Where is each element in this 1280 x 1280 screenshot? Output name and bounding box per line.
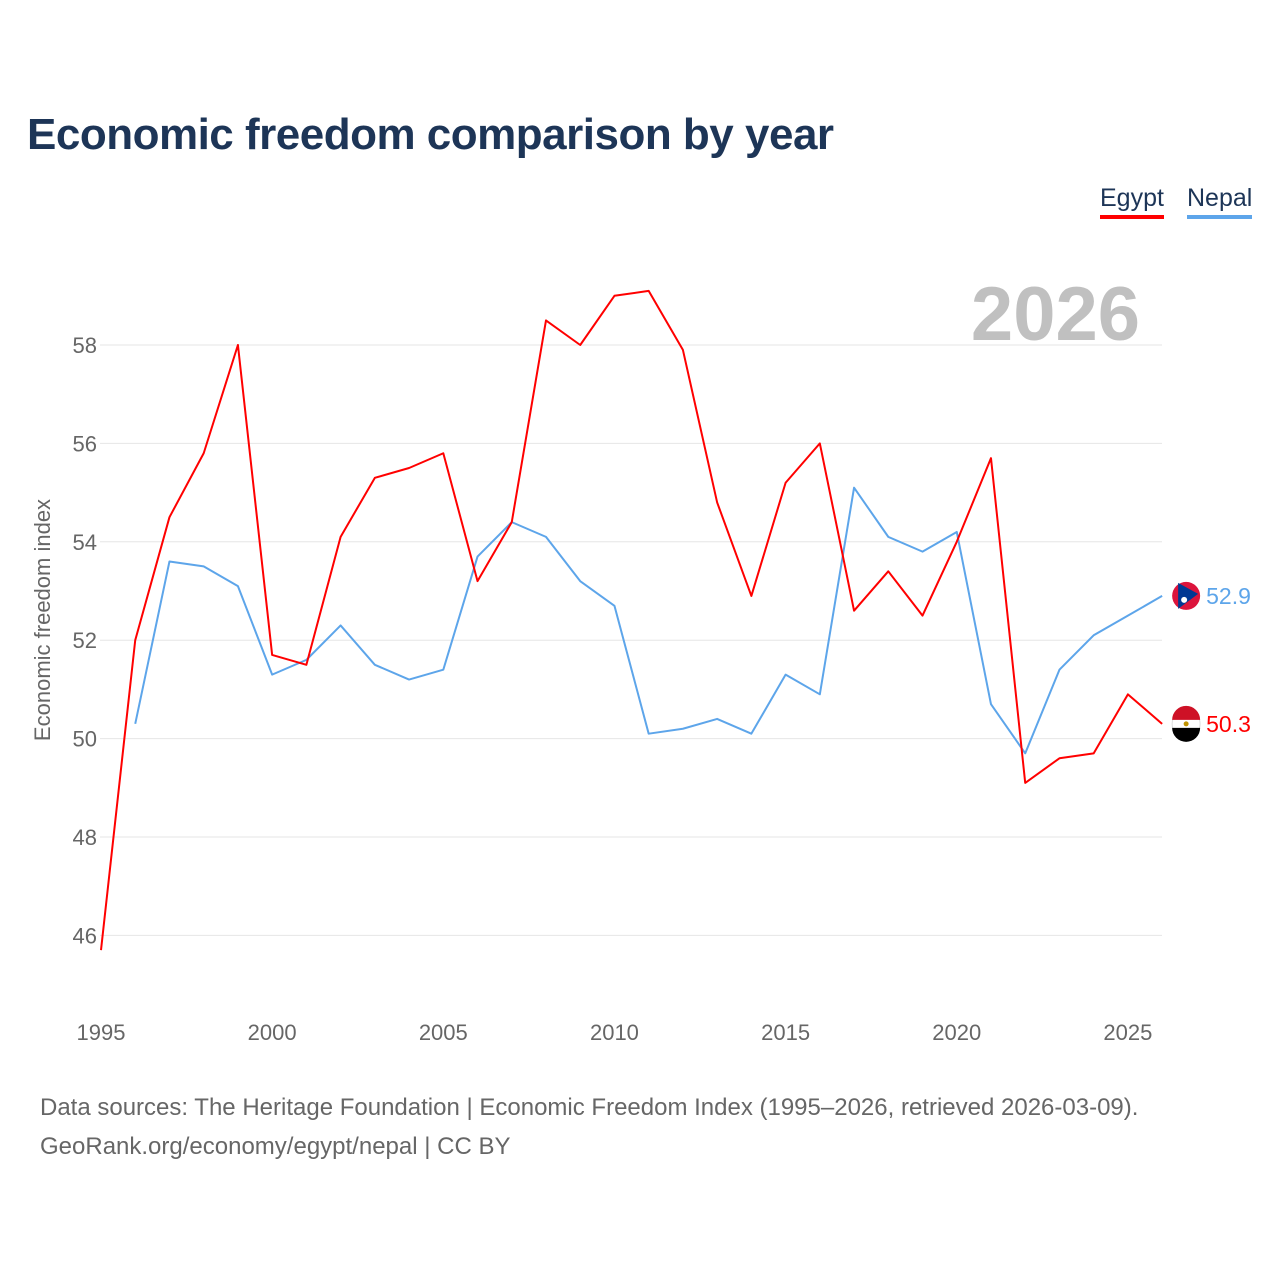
legend-nepal[interactable]: Nepal [1187, 184, 1253, 219]
year-watermark: 2026 [971, 272, 1140, 357]
y-tick-label: 58 [73, 333, 97, 358]
source-link[interactable]: GeoRank.org/economy/egypt/nepal | CC BY [40, 1133, 511, 1160]
egypt-flag-black [1172, 727, 1201, 742]
egypt-flag-eagle [1183, 721, 1189, 727]
x-tick-label: 2015 [761, 1020, 810, 1045]
x-tick-label: 2025 [1103, 1020, 1152, 1045]
y-tick-label: 54 [73, 530, 97, 555]
y-tick-label: 46 [73, 923, 97, 948]
x-tick-label: 2020 [932, 1020, 981, 1045]
x-tick-label: 2010 [590, 1020, 639, 1045]
source-text: Data sources: The Heritage Foundation | … [40, 1094, 1139, 1121]
end-label-egypt: 50.3 [1206, 711, 1251, 737]
chart-title: Economic freedom comparison by year [27, 110, 834, 159]
x-tick-label: 2005 [419, 1020, 468, 1045]
footer: Data sources: The Heritage Foundation | … [40, 1088, 1138, 1166]
x-tick-label: 1995 [77, 1020, 126, 1045]
series-line-egypt [100, 289, 1163, 951]
y-tick-label: 48 [73, 825, 97, 850]
y-tick-label: 52 [73, 628, 97, 653]
egypt-flag-red [1172, 705, 1201, 720]
y-tick-label: 56 [73, 431, 97, 456]
y-tick-label: 50 [73, 727, 97, 752]
end-label-nepal: 52.9 [1206, 583, 1251, 609]
legend-egypt[interactable]: Egypt [1100, 184, 1164, 219]
x-tick-label: 2000 [248, 1020, 297, 1045]
nepal-flag-sun [1181, 596, 1188, 603]
series-line-nepal [134, 486, 1163, 755]
y-axis-label: Economic freedom index [30, 499, 55, 741]
